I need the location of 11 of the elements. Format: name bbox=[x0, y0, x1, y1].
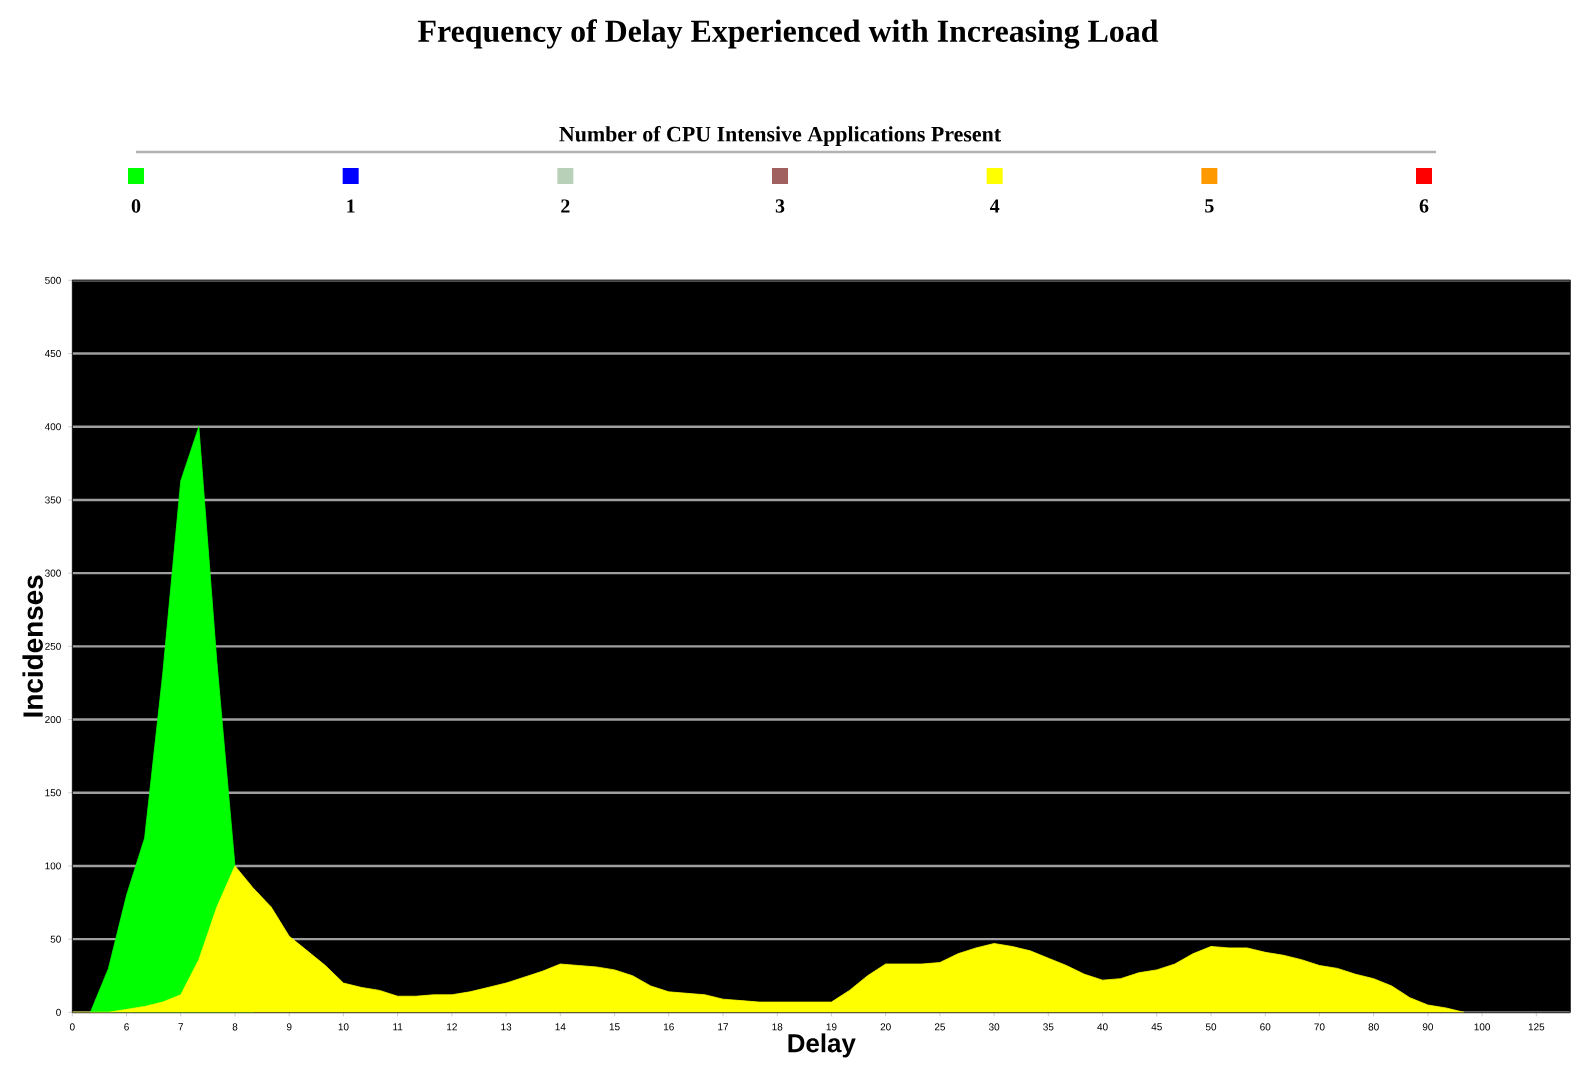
legend-label: 1 bbox=[347, 199, 355, 213]
legend-label: 3 bbox=[775, 199, 785, 213]
legend-title: Number of CPU Intensive Applications Present bbox=[559, 125, 1001, 147]
legend-label: 6 bbox=[1419, 199, 1429, 213]
y-axis-title: Incidenses bbox=[22, 575, 43, 717]
legend-label: 2 bbox=[561, 199, 570, 213]
legend-label: 4 bbox=[989, 199, 1000, 213]
legend-label: 5 bbox=[1205, 199, 1214, 213]
x-axis-title: Delay bbox=[788, 1033, 856, 1058]
chart-title: Frequency of Delay Experienced with Increasing Load bbox=[418, 19, 1159, 49]
legend-label: 0 bbox=[131, 199, 141, 213]
